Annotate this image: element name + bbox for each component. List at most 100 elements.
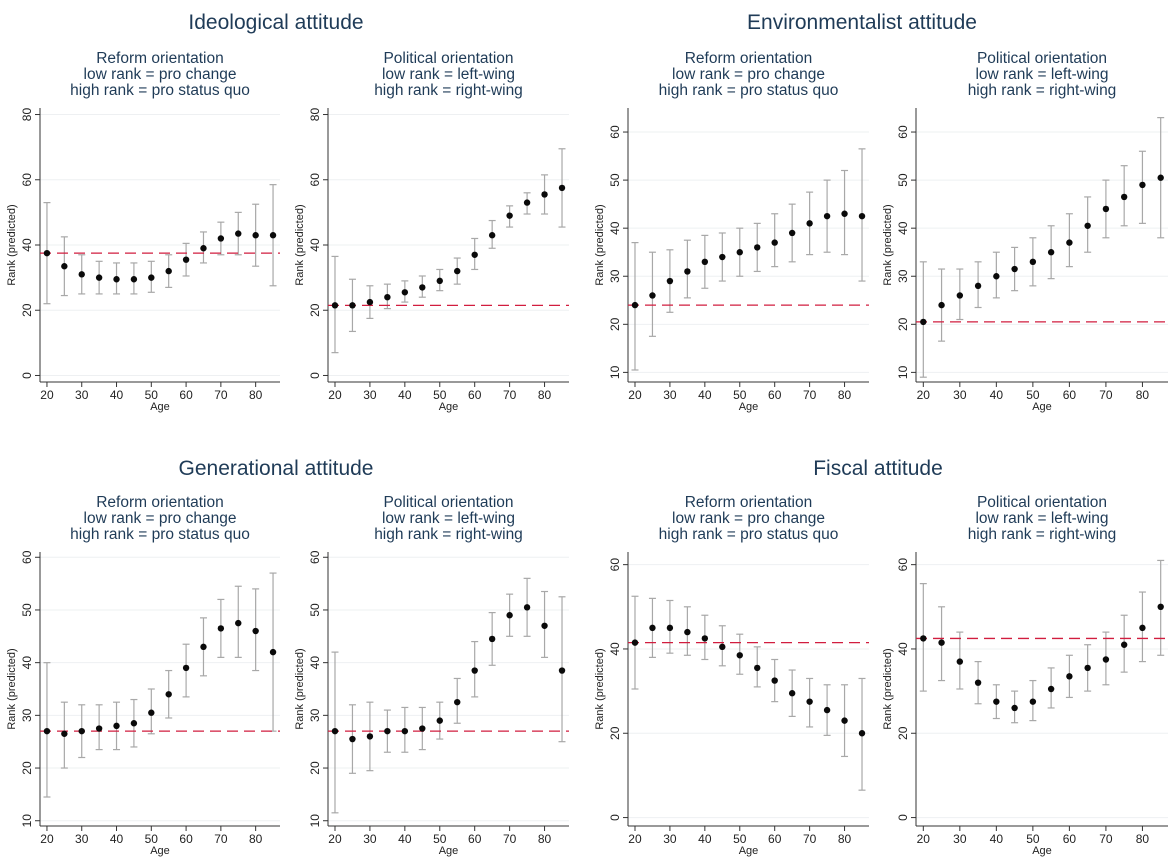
x-tick-label: 70: [503, 388, 517, 402]
data-point: [165, 691, 172, 698]
x-tick-label: 60: [768, 388, 782, 402]
data-point: [1066, 239, 1073, 246]
y-tick-label: 60: [608, 125, 622, 139]
x-tick-label: 50: [433, 388, 447, 402]
data-point: [419, 284, 426, 291]
data-point: [78, 727, 85, 735]
x-tick-label: 30: [663, 832, 677, 846]
data-point: [1029, 258, 1037, 266]
x-tick-label: 80: [249, 388, 263, 402]
y-tick-label: 60: [896, 125, 910, 139]
y-tick-label: 50: [608, 173, 622, 187]
y-tick-label: 10: [896, 365, 910, 379]
y-tick-label: 60: [308, 173, 322, 187]
x-tick-label: 40: [990, 832, 1004, 846]
x-tick-label: 30: [663, 388, 677, 402]
data-point: [1120, 641, 1128, 648]
data-point: [523, 604, 531, 611]
data-point: [488, 635, 496, 643]
y-tick-label: 80: [308, 108, 322, 122]
x-tick-label: 60: [468, 388, 482, 402]
x-tick-label: 30: [363, 388, 377, 402]
x-tick-label: 70: [503, 832, 517, 846]
data-point: [366, 298, 374, 306]
panel-title-line: high rank = right-wing: [374, 82, 523, 99]
y-tick-label: 30: [308, 708, 322, 722]
x-tick-label: 20: [328, 388, 342, 402]
y-tick-label: 40: [896, 642, 910, 656]
x-tick-label: 40: [398, 832, 412, 846]
data-point: [858, 212, 866, 220]
y-tick-label: 30: [20, 708, 34, 722]
x-tick-label: 20: [628, 832, 642, 846]
data-point: [701, 635, 709, 642]
data-point: [1011, 704, 1018, 712]
x-tick-label: 50: [733, 388, 747, 402]
y-tick-label: 0: [20, 372, 34, 379]
data-point: [130, 720, 138, 727]
data-point: [506, 212, 513, 219]
y-axis-label: Rank (predicted): [594, 204, 606, 285]
data-point: [1102, 205, 1110, 213]
x-tick-label: 80: [1136, 388, 1150, 402]
data-point: [649, 292, 656, 299]
x-tick-label: 20: [328, 832, 342, 846]
data-point: [200, 245, 207, 252]
x-tick-label: 70: [214, 832, 228, 846]
y-tick-label: 50: [896, 173, 910, 187]
data-point: [269, 648, 277, 656]
data-point: [436, 717, 443, 724]
data-point: [993, 273, 1000, 280]
data-point: [956, 658, 964, 665]
data-point: [130, 276, 138, 283]
x-tick-label: 40: [110, 832, 124, 846]
y-tick-label: 40: [20, 656, 34, 670]
panel-title-line: low rank = pro change: [672, 510, 825, 527]
x-axis-label: Age: [150, 401, 170, 413]
data-layer: [628, 595, 869, 791]
data-point: [771, 677, 778, 684]
y-tick-label: 20: [20, 761, 34, 775]
data-point: [235, 619, 242, 627]
x-tick-label: 30: [363, 832, 377, 846]
data-point: [1139, 624, 1146, 632]
data-layer: [916, 559, 1168, 724]
panel-title-line: Reform orientation: [96, 494, 224, 511]
data-point: [974, 679, 982, 686]
x-tick-label: 70: [214, 388, 228, 402]
data-point: [806, 220, 813, 227]
x-tick-label: 80: [538, 388, 552, 402]
y-tick-label: 20: [608, 317, 622, 331]
y-tick-label: 10: [20, 814, 34, 828]
data-point: [384, 293, 391, 301]
data-point: [61, 730, 68, 737]
y-tick-label: 20: [896, 317, 910, 331]
panel-title-line: high rank = pro status quo: [70, 82, 250, 99]
data-point: [684, 628, 691, 636]
y-tick-label: 60: [20, 550, 34, 564]
x-tick-label: 40: [990, 388, 1004, 402]
group-title-generational: Generational attitude: [179, 457, 374, 480]
data-point: [43, 249, 51, 257]
data-point: [113, 722, 120, 730]
x-tick-label: 40: [110, 388, 124, 402]
y-tick-label: 10: [608, 365, 622, 379]
data-point: [736, 249, 743, 256]
x-tick-label: 60: [768, 832, 782, 846]
panel-title-line: low rank = left-wing: [382, 510, 515, 527]
x-tick-label: 80: [249, 832, 263, 846]
data-point: [771, 239, 778, 246]
data-point: [1011, 265, 1018, 273]
panel-title-line: Political orientation: [383, 494, 513, 511]
data-point: [823, 212, 831, 220]
data-point: [1157, 603, 1164, 610]
y-tick-label: 20: [20, 303, 34, 317]
panel-title-line: Reform orientation: [685, 494, 813, 511]
data-point: [182, 256, 190, 263]
y-tick-label: 40: [608, 642, 622, 656]
x-tick-label: 20: [40, 388, 54, 402]
data-point: [788, 229, 796, 237]
